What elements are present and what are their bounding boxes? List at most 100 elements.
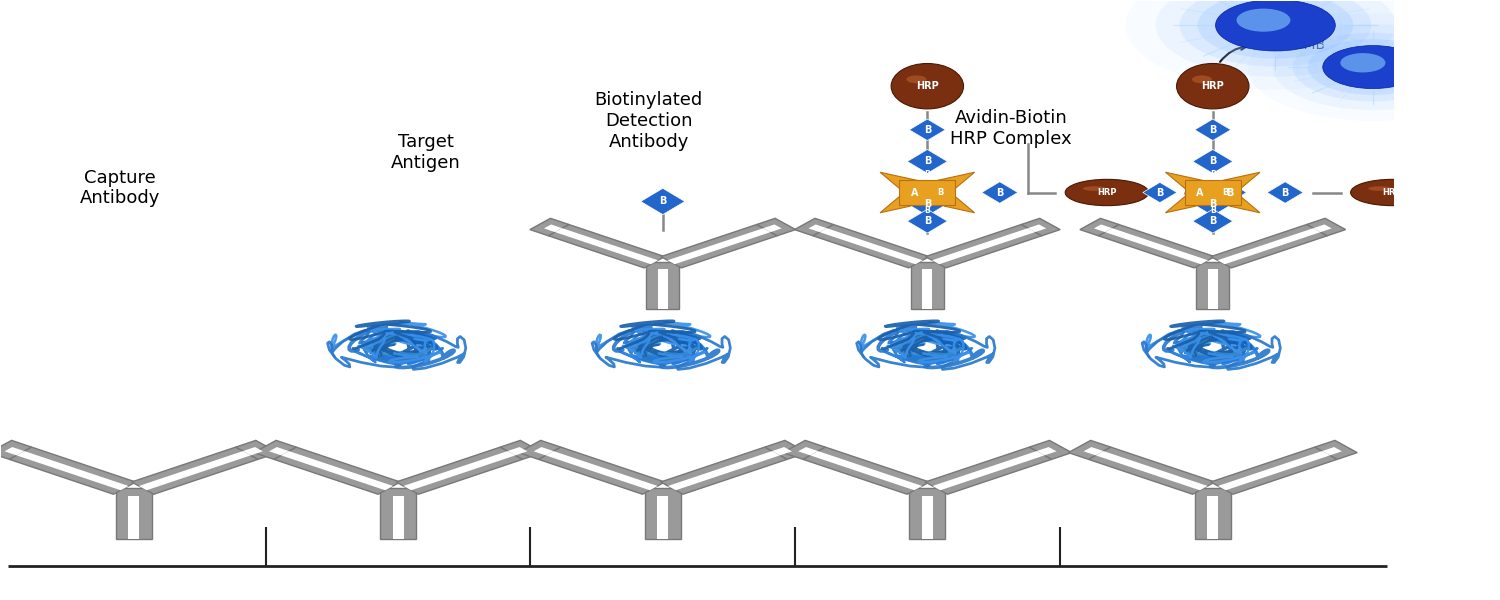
- FancyBboxPatch shape: [1196, 262, 1230, 309]
- Polygon shape: [1036, 447, 1056, 455]
- Polygon shape: [1068, 440, 1110, 460]
- Polygon shape: [1192, 192, 1233, 216]
- FancyBboxPatch shape: [1208, 496, 1218, 539]
- Polygon shape: [1166, 172, 1228, 199]
- Polygon shape: [926, 447, 1052, 494]
- Polygon shape: [16, 451, 129, 490]
- Polygon shape: [1083, 447, 1104, 455]
- FancyBboxPatch shape: [658, 269, 668, 309]
- FancyBboxPatch shape: [128, 496, 140, 539]
- Polygon shape: [1322, 447, 1342, 455]
- Polygon shape: [1314, 224, 1332, 232]
- Text: HRP: HRP: [1096, 188, 1116, 197]
- Text: Avidin-Biotin
HRP Complex: Avidin-Biotin HRP Complex: [950, 109, 1071, 148]
- Circle shape: [1272, 24, 1473, 110]
- Text: B: B: [1209, 199, 1216, 209]
- Text: B: B: [1209, 216, 1216, 226]
- Text: HRP: HRP: [1202, 81, 1224, 91]
- Polygon shape: [1094, 224, 1112, 232]
- Polygon shape: [519, 440, 561, 460]
- Text: B: B: [924, 199, 932, 209]
- Text: Capture
Antibody: Capture Antibody: [80, 169, 160, 208]
- Polygon shape: [912, 172, 975, 199]
- Polygon shape: [268, 447, 290, 455]
- Polygon shape: [538, 447, 664, 494]
- FancyBboxPatch shape: [1194, 488, 1231, 539]
- Ellipse shape: [1065, 179, 1149, 206]
- Polygon shape: [9, 447, 136, 494]
- Polygon shape: [1143, 182, 1178, 203]
- Polygon shape: [236, 440, 278, 460]
- Text: B: B: [1226, 187, 1233, 197]
- Polygon shape: [534, 447, 554, 455]
- FancyBboxPatch shape: [645, 488, 681, 539]
- Circle shape: [1197, 0, 1353, 59]
- Polygon shape: [668, 228, 771, 264]
- Polygon shape: [1022, 218, 1060, 236]
- Polygon shape: [808, 224, 826, 232]
- Text: B: B: [1209, 125, 1216, 135]
- Polygon shape: [549, 224, 664, 268]
- Polygon shape: [1089, 447, 1215, 494]
- Polygon shape: [908, 192, 948, 216]
- Polygon shape: [1080, 218, 1119, 236]
- Polygon shape: [507, 447, 528, 455]
- Polygon shape: [810, 451, 922, 490]
- Polygon shape: [926, 224, 1042, 268]
- FancyBboxPatch shape: [116, 488, 152, 539]
- Polygon shape: [1428, 182, 1462, 203]
- Polygon shape: [1106, 228, 1208, 264]
- Polygon shape: [1192, 149, 1233, 173]
- Ellipse shape: [1083, 186, 1106, 191]
- Text: TMB: TMB: [1294, 38, 1326, 52]
- Polygon shape: [1218, 451, 1330, 490]
- Polygon shape: [932, 228, 1035, 264]
- Polygon shape: [274, 447, 400, 494]
- Polygon shape: [555, 228, 658, 264]
- Polygon shape: [908, 209, 948, 233]
- Circle shape: [1215, 0, 1335, 51]
- Text: B: B: [1210, 170, 1215, 179]
- Polygon shape: [1210, 447, 1336, 494]
- Polygon shape: [900, 181, 956, 205]
- FancyBboxPatch shape: [393, 496, 404, 539]
- Text: B: B: [924, 170, 930, 179]
- Polygon shape: [765, 440, 807, 460]
- Polygon shape: [546, 451, 657, 490]
- Ellipse shape: [1176, 64, 1250, 109]
- Polygon shape: [912, 186, 975, 213]
- Ellipse shape: [1350, 179, 1434, 206]
- Polygon shape: [1192, 209, 1233, 233]
- Polygon shape: [764, 224, 782, 232]
- Polygon shape: [1306, 218, 1346, 236]
- Polygon shape: [243, 447, 262, 455]
- Polygon shape: [908, 149, 948, 173]
- FancyBboxPatch shape: [910, 262, 944, 309]
- Polygon shape: [662, 224, 777, 268]
- Text: B: B: [924, 206, 930, 215]
- Circle shape: [1293, 32, 1454, 101]
- Polygon shape: [132, 447, 258, 494]
- Polygon shape: [0, 440, 32, 460]
- Polygon shape: [396, 447, 522, 494]
- Polygon shape: [1197, 172, 1260, 199]
- Polygon shape: [501, 440, 543, 460]
- Circle shape: [1179, 0, 1371, 67]
- Text: B: B: [1209, 157, 1216, 166]
- Text: B: B: [1222, 188, 1228, 197]
- FancyBboxPatch shape: [922, 496, 933, 539]
- Polygon shape: [1029, 440, 1071, 460]
- Text: A: A: [910, 187, 918, 197]
- Polygon shape: [783, 440, 825, 460]
- Text: HRP: HRP: [916, 81, 939, 91]
- Ellipse shape: [906, 76, 927, 83]
- Polygon shape: [4, 447, 24, 455]
- Text: B: B: [924, 157, 932, 166]
- Polygon shape: [1210, 224, 1328, 268]
- Polygon shape: [1098, 224, 1215, 268]
- Polygon shape: [1212, 182, 1246, 203]
- Polygon shape: [909, 119, 945, 140]
- Polygon shape: [880, 172, 942, 199]
- FancyBboxPatch shape: [657, 496, 668, 539]
- Polygon shape: [1268, 182, 1304, 203]
